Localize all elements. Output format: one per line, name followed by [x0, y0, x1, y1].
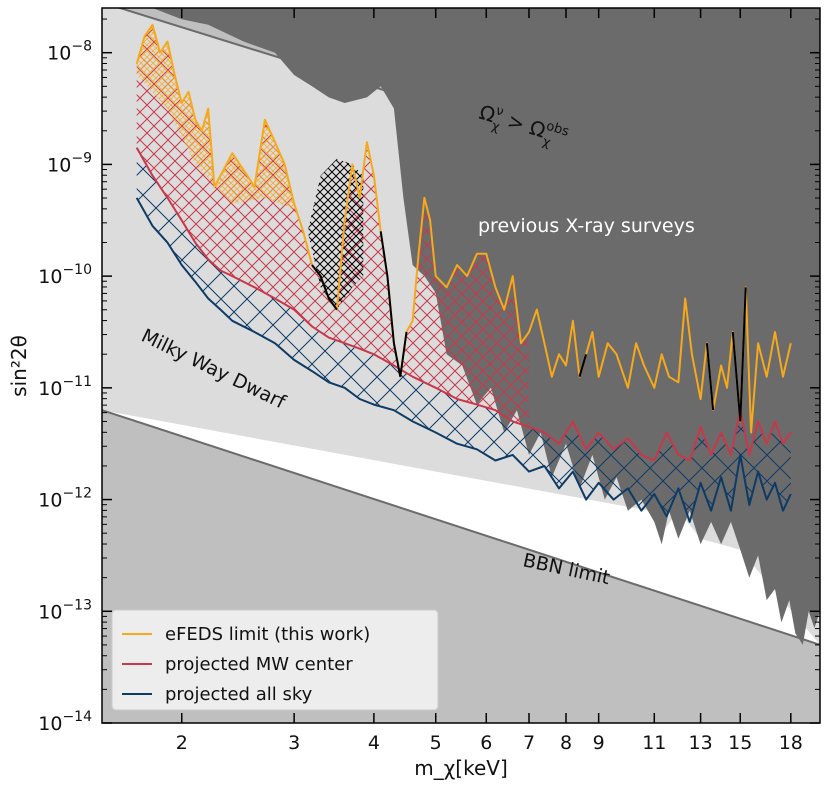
plot-frame [101, 7, 821, 724]
previous-surveys-label: previous X-ray surveys [478, 215, 695, 237]
x-tick-label-13: 13 [688, 732, 712, 754]
efeds-hatch-region [136, 24, 295, 210]
x-tick-label-2: 2 [176, 732, 188, 754]
legend-box [111, 609, 439, 711]
mw-center-hatch-region [136, 24, 529, 427]
x-axis-label: m_χ[keV] [414, 756, 508, 780]
x-tick-label-3: 3 [288, 732, 300, 754]
y-tick-label--10: 10−10 [38, 262, 92, 288]
legend: eFEDS limit (this work) projected MW cen… [111, 609, 439, 711]
efeds-black-segment-1 [379, 231, 408, 377]
all-sky-hatch-region [136, 147, 791, 522]
x-tick-label-11: 11 [642, 732, 666, 754]
x-tick-label-4: 4 [368, 732, 380, 754]
efeds-black-segment-0 [311, 264, 338, 311]
series-line-mw-center [135, 147, 792, 462]
series-lines [135, 23, 792, 523]
x-tick-label-7: 7 [523, 732, 535, 754]
bbn-boundary-line [102, 409, 820, 646]
y-tick-label--11: 10−11 [38, 374, 92, 400]
y-tick-label--12: 10−12 [38, 486, 92, 512]
y-tick-label--8: 10−8 [47, 39, 92, 65]
axis-ticks: 2 3 4 5 6 7 8 9 11 13 15 18 10−8 10−9 10−10 10−11 10−12 1… [38, 8, 820, 754]
x-tick-label-6: 6 [480, 732, 492, 754]
omega-sup: ν [494, 103, 505, 119]
y-tick-label--9: 10−9 [47, 150, 92, 176]
series-line-efeds [135, 23, 792, 434]
x-tick-label-8: 8 [560, 732, 572, 754]
efeds-black-segment-5 [731, 287, 747, 422]
x-tick-label-18: 18 [779, 732, 803, 754]
legend-label-efeds: eFEDS limit (this work) [165, 624, 370, 645]
x-tick-label-5: 5 [430, 732, 442, 754]
y-tick-label--13: 10−13 [38, 597, 92, 623]
efeds-black-segment-2 [578, 354, 588, 377]
relic-density-boundary-line [116, 8, 820, 227]
omega-main: Ω [477, 100, 499, 127]
x-tick-label-15: 15 [728, 732, 752, 754]
omega2-main: Ω [527, 115, 549, 142]
efeds-black-hatch-region [307, 158, 364, 310]
legend-label-all-sky: projected all sky [165, 684, 313, 705]
series-line-all-sky [135, 197, 792, 523]
y-tick-label--14: 10−14 [38, 709, 92, 735]
omega2-sup: obs [544, 119, 571, 140]
x-tick-label-9: 9 [593, 732, 605, 754]
efeds-black-segment-4 [705, 343, 715, 411]
y-axis-label: sin²2θ [7, 335, 31, 397]
legend-label-mw-center: projected MW center [165, 654, 353, 675]
